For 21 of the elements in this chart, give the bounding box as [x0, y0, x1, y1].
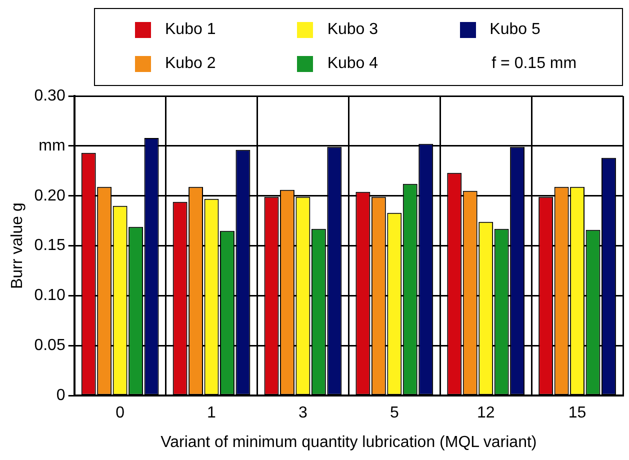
x-tick-label: 5: [390, 404, 399, 422]
x-tick-label: 0: [116, 404, 125, 422]
y-tick-label: mm: [38, 137, 66, 154]
legend-label: Kubo 1: [165, 21, 216, 39]
text: f = 0.15 mm: [492, 55, 577, 73]
x-axis-title: Variant of minimum quantity lubrication (MQL variant): [160, 434, 537, 451]
legend-label: Kubo 5: [490, 21, 540, 39]
legend-label: Kubo 3: [327, 21, 378, 39]
y-tick-label: 0.30: [34, 87, 66, 104]
y-tick-label: 0.05: [34, 337, 66, 354]
x-tick-label: 12: [476, 404, 495, 422]
y-tick-label: 0.20: [34, 187, 66, 204]
x-tick-label: 3: [298, 404, 308, 422]
y-tick-label: 0.15: [34, 237, 66, 254]
y-axis-title: Burr value g: [9, 202, 26, 289]
x-tick-label: 15: [568, 404, 586, 422]
legend-label: Kubo 2: [165, 55, 216, 73]
y-tick-label: 0: [56, 387, 66, 404]
legend-label: Kubo 4: [327, 55, 378, 73]
x-tick-label: 1: [207, 404, 216, 422]
y-tick-label: 0.10: [34, 287, 66, 304]
